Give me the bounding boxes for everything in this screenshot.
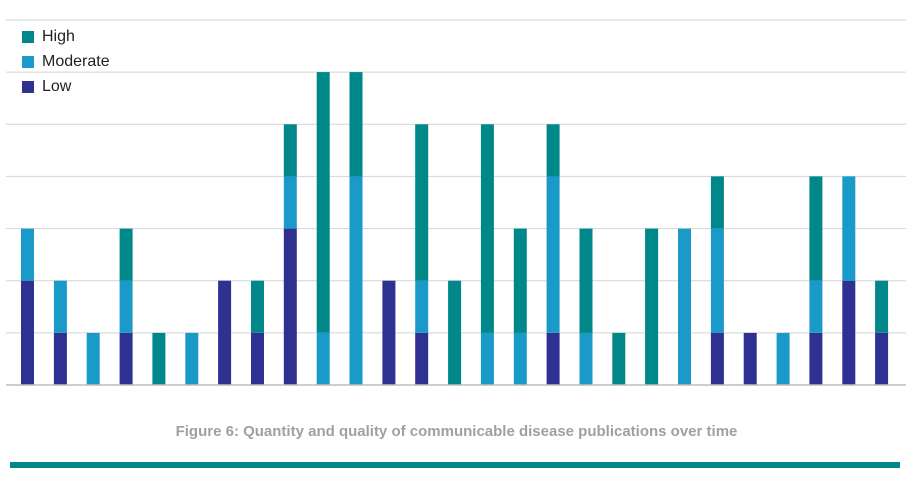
bar-segment-low [283, 228, 297, 385]
legend-item-moderate: Moderate [22, 49, 110, 74]
bar-segment-low [710, 332, 724, 385]
legend-label-moderate: Moderate [42, 52, 110, 70]
legend-item-high: High [22, 24, 110, 49]
bar-segment-moderate [86, 332, 100, 385]
bar-segment-low [842, 280, 856, 385]
bar-segment-high [415, 124, 429, 281]
figure-caption: Figure 6: Quantity and quality of commun… [175, 423, 738, 440]
bar-segment-moderate [21, 228, 34, 281]
legend-swatch-low [22, 80, 34, 93]
bar-segment-high [448, 280, 462, 385]
bar-segment-low [809, 332, 823, 385]
bar-segment-moderate [546, 176, 560, 333]
bar-segment-high [809, 176, 823, 281]
bars [21, 72, 889, 385]
bar-segment-high [875, 280, 889, 333]
bar-segment-high [316, 72, 330, 333]
stacked-bar-chart [6, 19, 906, 386]
legend: High Moderate Low [22, 24, 110, 99]
bar-segment-low [218, 280, 232, 385]
bar-segment-high [579, 228, 593, 333]
bottom-rule [10, 462, 900, 468]
bar-segment-low [743, 332, 757, 385]
bar-segment-low [382, 280, 396, 385]
bar-segment-high [612, 332, 626, 385]
bar-segment-moderate [283, 176, 297, 229]
bar-segment-low [415, 332, 429, 385]
gridlines [6, 19, 906, 334]
legend-label-low: Low [42, 77, 72, 95]
bar-segment-high [152, 332, 166, 385]
bar-segment-low [119, 332, 133, 385]
bar-segment-moderate [316, 332, 330, 385]
bar-segment-low [251, 332, 264, 385]
bar-segment-moderate [513, 332, 527, 385]
bar-segment-high [119, 228, 133, 281]
bar-segment-moderate [415, 280, 429, 333]
legend-item-low: Low [22, 74, 110, 99]
bar-segment-high [251, 280, 264, 333]
bar-segment-moderate [53, 280, 67, 333]
bar-segment-low [21, 280, 34, 385]
bar-segment-high [283, 124, 297, 177]
bar-segment-high [546, 124, 560, 177]
bar-segment-moderate [480, 332, 494, 385]
legend-swatch-high [22, 30, 34, 43]
bar-segment-moderate [119, 280, 133, 333]
bar-segment-low [546, 332, 560, 385]
legend-label-high: High [42, 27, 75, 45]
bar-segment-high [349, 72, 363, 177]
bar-segment-moderate [678, 228, 691, 385]
bar-segment-high [710, 176, 724, 229]
bar-segment-high [513, 228, 527, 333]
bar-segment-high [480, 124, 494, 333]
bar-segment-moderate [349, 176, 363, 385]
bar-segment-low [875, 332, 889, 385]
bar-segment-moderate [710, 228, 724, 333]
bar-segment-moderate [776, 332, 790, 385]
bar-segment-moderate [842, 176, 856, 281]
bar-segment-moderate [185, 332, 199, 385]
bar-segment-moderate [579, 332, 593, 385]
legend-swatch-moderate [22, 55, 34, 68]
bar-segment-high [645, 228, 659, 385]
bar-segment-moderate [809, 280, 823, 333]
bar-segment-low [53, 332, 67, 385]
